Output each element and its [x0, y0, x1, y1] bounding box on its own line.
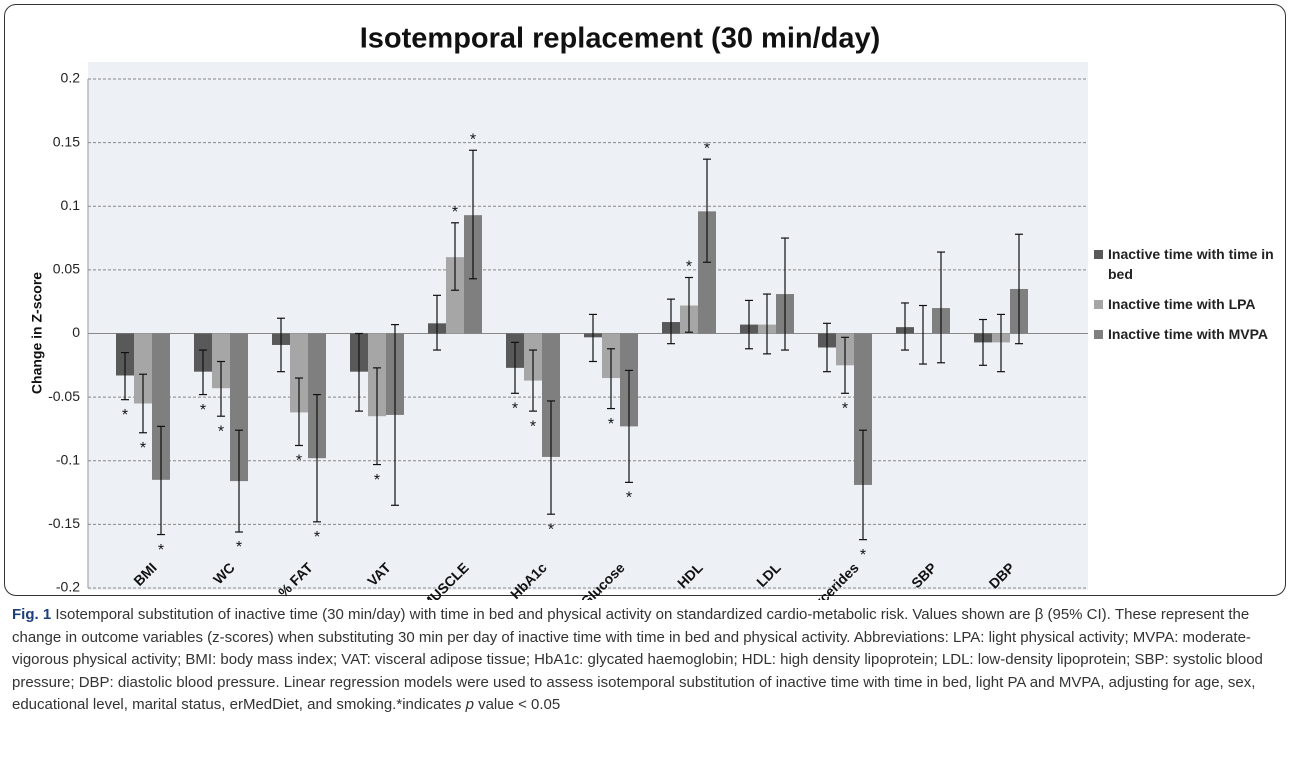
legend-swatch [1094, 300, 1103, 309]
significance-marker: * [686, 259, 692, 276]
significance-marker: * [122, 407, 128, 424]
legend-label: Inactive time with LPA [1108, 296, 1256, 312]
bar [134, 333, 152, 404]
significance-marker: * [236, 539, 242, 556]
plot-background [88, 62, 1088, 590]
bar [446, 257, 464, 334]
significance-marker: * [452, 204, 458, 221]
significance-marker: * [200, 402, 206, 419]
bar [230, 333, 248, 482]
y-tick-label: -0.1 [56, 451, 80, 467]
legend-label: Inactive time with MVPA [1108, 326, 1268, 342]
significance-marker: * [158, 542, 164, 559]
legend-item: Inactive time with LPA [1094, 294, 1284, 314]
legend-item: Inactive time with time in bed [1094, 244, 1284, 284]
caption-italic: p [465, 696, 474, 713]
caption-text: Isotemporal substitution of inactive tim… [12, 606, 1263, 713]
significance-marker: * [512, 401, 518, 418]
significance-marker: * [548, 521, 554, 538]
y-tick-label: -0.05 [48, 388, 80, 404]
legend-swatch [1094, 330, 1103, 339]
significance-marker: * [704, 140, 710, 157]
chart-frame [4, 4, 1286, 596]
bar [152, 333, 170, 480]
y-tick-label: 0.1 [61, 197, 81, 213]
y-tick-label: -0.15 [48, 515, 80, 531]
significance-marker: * [374, 472, 380, 489]
legend-item: Inactive time with MVPA [1094, 324, 1284, 344]
significance-marker: * [530, 418, 536, 435]
chart-title: Isotemporal replacement (30 min/day) [360, 23, 881, 55]
significance-marker: * [470, 131, 476, 148]
significance-marker: * [296, 453, 302, 470]
bar [542, 333, 560, 457]
bar [290, 333, 308, 413]
significance-marker: * [860, 547, 866, 564]
chart: Isotemporal replacement (30 min/day) Cha… [29, 23, 1088, 600]
bar [212, 333, 230, 389]
significance-marker: * [608, 416, 614, 433]
y-tick-label: 0 [72, 324, 80, 340]
y-tick-label: 0.05 [53, 261, 80, 277]
caption: Fig. 1 Isotemporal substitution of inact… [12, 604, 1282, 717]
bar [698, 211, 716, 334]
y-tick-label: 0.15 [53, 133, 80, 149]
legend-label: Inactive time with time in bed [1108, 246, 1274, 282]
caption-tail: value < 0.05 [473, 696, 561, 713]
bar [854, 333, 872, 485]
significance-marker: * [626, 490, 632, 507]
y-tick-label: 0.2 [61, 70, 81, 86]
legend-swatch [1094, 250, 1103, 259]
significance-marker: * [842, 401, 848, 418]
significance-marker: * [140, 440, 146, 457]
caption-label: Fig. 1 [12, 606, 52, 623]
significance-marker: * [218, 423, 224, 440]
legend: Inactive time with time in bed Inactive t… [1094, 244, 1284, 354]
significance-marker: * [314, 529, 320, 546]
y-tick-label: -0.2 [56, 579, 80, 595]
y-axis-label: Change in Z-score [29, 272, 45, 394]
